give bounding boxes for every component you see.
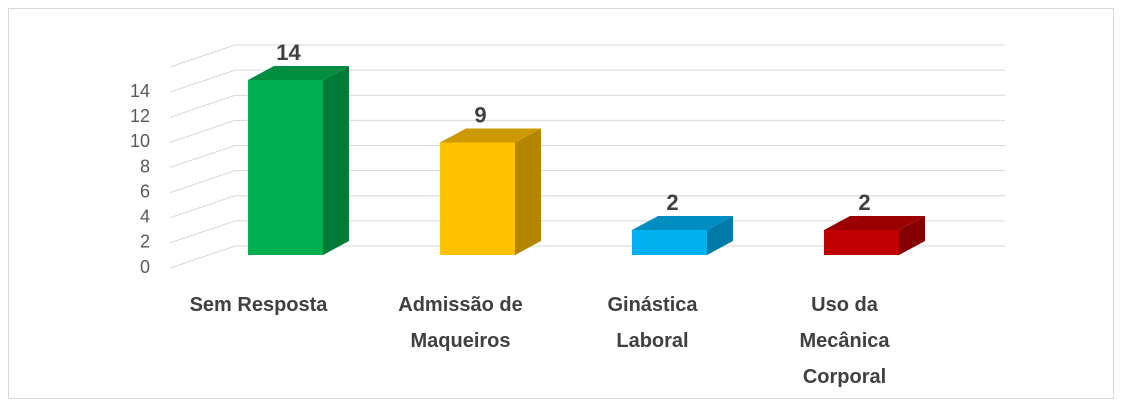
grid-diagonal (169, 119, 236, 143)
grid-diagonal (169, 69, 236, 93)
y-tick-label: 10 (130, 131, 150, 151)
y-tick-label: 6 (140, 181, 150, 201)
x-tick-label: Sem Resposta (189, 294, 328, 316)
grid-diagonal (169, 170, 236, 194)
x-tick-label: Uso da Mecânica Corporal (799, 294, 890, 388)
grid-diagonal (169, 195, 236, 219)
value-label: 14 (276, 40, 301, 65)
value-label: 2 (858, 190, 870, 215)
value-label: 2 (666, 190, 678, 215)
bar-side (515, 128, 541, 255)
bar-side (899, 216, 925, 255)
bar (440, 142, 515, 255)
bar-top (440, 128, 541, 143)
bar (248, 80, 323, 255)
frame (8, 8, 1114, 399)
bar-top (824, 216, 925, 230)
grid-diagonal (169, 44, 236, 68)
bar-side (707, 216, 733, 255)
bar-top (632, 216, 733, 230)
y-tick-label: 4 (140, 207, 150, 227)
x-tick-label: Admissão de Maqueiros (398, 294, 523, 352)
x-tick-label: Ginástica Laboral (607, 294, 698, 352)
bar-top (248, 66, 349, 80)
y-tick-label: 14 (130, 81, 150, 101)
y-tick-label: 12 (130, 106, 150, 126)
bar (824, 230, 899, 255)
y-tick-label: 8 (140, 156, 150, 176)
grid-diagonal (169, 145, 236, 168)
grid-diagonal (169, 245, 236, 269)
bar-side (323, 66, 349, 255)
value-label: 9 (474, 102, 486, 127)
grid-diagonal (169, 220, 236, 244)
y-tick-label: 2 (140, 232, 150, 252)
bar (632, 230, 707, 255)
y-tick-label: 0 (140, 257, 150, 277)
grid-diagonal (169, 94, 236, 118)
